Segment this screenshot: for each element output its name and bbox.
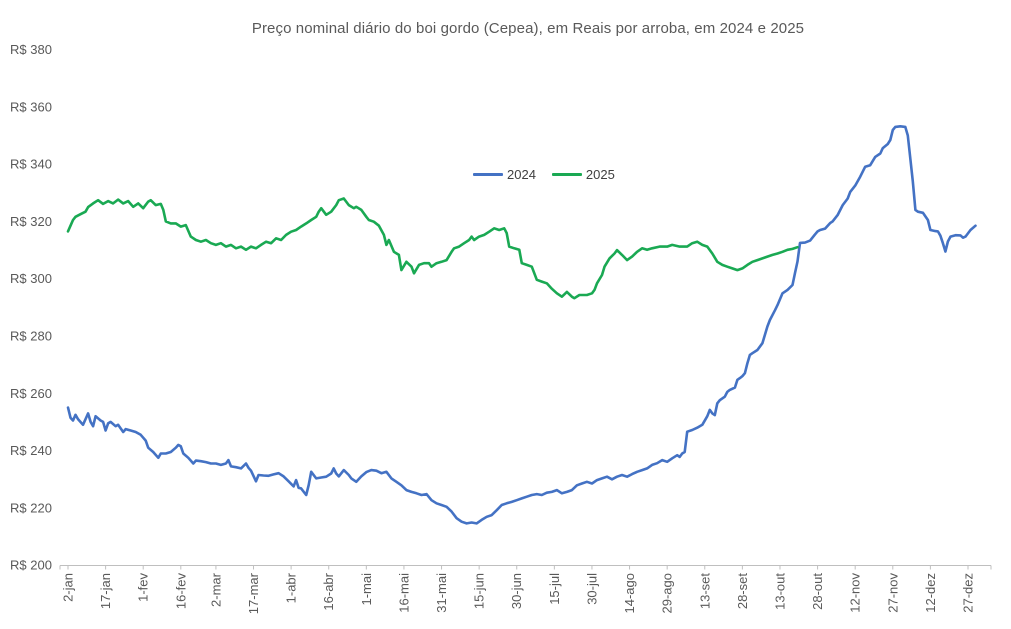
y-axis-label: R$ 340	[10, 157, 52, 172]
x-axis-tick-label: 2-mar	[208, 572, 223, 607]
y-axis-label: R$ 220	[10, 500, 52, 515]
x-axis-tick-label: 28-set	[735, 573, 750, 610]
x-axis-tick-label: 16-fev	[173, 573, 188, 610]
chart-title: Preço nominal diário do boi gordo (Cepea…	[251, 20, 805, 37]
y-axis-label: R$ 360	[10, 99, 52, 114]
y-axis-label: R$ 300	[10, 271, 52, 286]
series-line-2025	[66, 197, 799, 300]
legend-label-2024: 2024	[507, 167, 536, 182]
x-axis-tick-label: 15-jul	[547, 573, 562, 605]
y-axis-label: R$ 200	[10, 558, 52, 573]
x-axis-tick-label: 29-ago	[660, 573, 675, 613]
x-axis-tick-label: 12-nov	[848, 573, 863, 613]
x-axis-tick-label: 17-jan	[98, 573, 113, 609]
y-axis-label: R$ 380	[10, 42, 52, 57]
legend-swatch-2025	[551, 173, 582, 176]
x-axis-tick-label: 13-out	[772, 573, 787, 610]
y-axis-label: R$ 320	[10, 214, 52, 229]
x-axis-tick-label: 27-dez	[961, 573, 976, 613]
x-axis-tick-label: 2-jan	[61, 573, 76, 602]
legend-item-2024: 2024	[473, 167, 536, 182]
legend-swatch-2024	[473, 173, 503, 176]
x-axis-tick-label: 16-mai	[396, 573, 411, 613]
x-axis-tick-label: 14-ago	[622, 573, 637, 613]
y-axis-label: R$ 240	[10, 443, 52, 458]
x-axis-tick-label: 12-dez	[923, 573, 938, 613]
chart-legend: 2024 2025	[473, 167, 615, 182]
legend-item-2025: 2025	[551, 167, 615, 182]
x-axis-tick-label: 1-abr	[284, 572, 299, 603]
x-axis-tick-label: 16-abr	[321, 572, 336, 610]
x-axis-tick-label: 31-mai	[434, 573, 449, 613]
x-axis-tick-label: 13-set	[697, 573, 712, 610]
x-axis-tick-label: 17-mar	[246, 572, 261, 614]
x-axis-tick-label: 1-mai	[359, 573, 374, 606]
x-axis-tick-label: 28-out	[810, 573, 825, 610]
x-axis-tick-label: 30-jul	[584, 573, 599, 605]
x-axis-tick-label: 30-jun	[509, 573, 524, 609]
x-axis-tick-label: 15-jun	[472, 573, 487, 609]
legend-label-2025: 2025	[585, 167, 615, 182]
x-axis-tick-label: 27-nov	[885, 573, 900, 613]
x-axis-tick-label: 1-fev	[136, 573, 151, 602]
y-axis-label: R$ 280	[10, 329, 52, 344]
y-axis-label: R$ 260	[10, 386, 52, 401]
series-line-2024	[66, 125, 977, 525]
